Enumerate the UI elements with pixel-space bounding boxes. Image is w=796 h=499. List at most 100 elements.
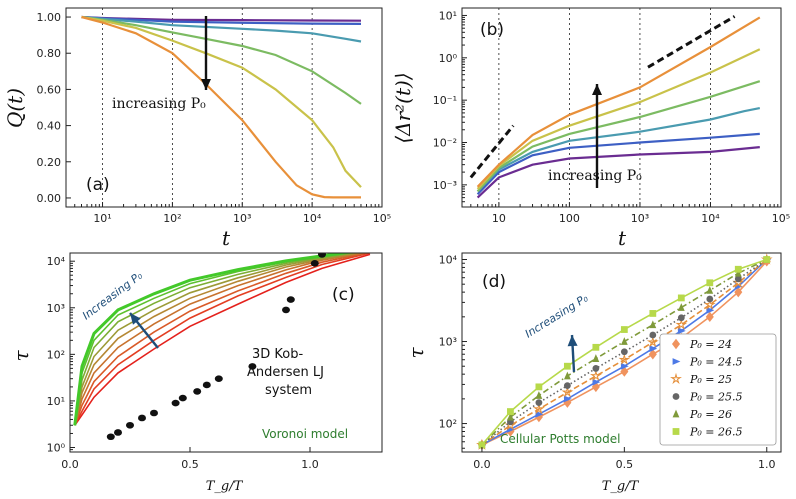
series-0-marker xyxy=(734,286,743,298)
y-axis-label: Q(t) xyxy=(3,88,27,128)
increasing-arrow xyxy=(592,84,602,188)
series-5-marker xyxy=(734,265,742,273)
annotation-text: increasing P₀ xyxy=(112,96,206,112)
series-3-marker xyxy=(620,348,628,356)
legend-label-4: P₀ = 26 xyxy=(689,408,732,421)
series-group xyxy=(476,253,773,451)
series-1-marker xyxy=(592,378,601,386)
x-axis-label: t xyxy=(222,226,231,250)
y-axis-label: ⟨Δr²(t)⟩ xyxy=(391,72,415,143)
series-4-marker xyxy=(734,268,742,277)
series-5-marker xyxy=(677,294,685,302)
series-line-2 xyxy=(481,258,768,446)
legend-label-2: P₀ = 25 xyxy=(689,373,732,386)
y-tick-label: 10⁻¹ xyxy=(433,94,457,107)
kob-point xyxy=(286,296,295,303)
x-tick-label: 10⁵ xyxy=(772,212,790,225)
slope-guide-1 xyxy=(647,15,736,69)
y-tick-label: 10³ xyxy=(439,336,457,349)
x-tick-label: 1.0 xyxy=(758,458,776,471)
series-2-marker xyxy=(703,298,716,310)
kob-point xyxy=(214,375,223,382)
y-tick-label: 0.00 xyxy=(37,192,62,205)
y-tick-label: 10⁰ xyxy=(439,52,458,65)
series-line-5 xyxy=(81,15,361,199)
increasing-arrow xyxy=(129,312,159,349)
x-tick-label: 10⁵ xyxy=(373,212,391,225)
series-line-6 xyxy=(74,253,356,426)
kob-point xyxy=(178,394,187,402)
series-4-marker xyxy=(535,391,543,399)
series-4-marker xyxy=(706,285,714,294)
series-2-marker xyxy=(532,402,545,415)
series-line-0 xyxy=(476,146,760,199)
x-tick-label: 10³ xyxy=(233,212,251,225)
plot-frame xyxy=(69,252,383,453)
model-label: Voronoi model xyxy=(262,427,348,441)
panel-label: (a) xyxy=(86,175,110,195)
model-label: Cellular Potts model xyxy=(500,432,620,446)
kob-label-line2: Andersen LJ xyxy=(247,365,324,380)
series-3-marker xyxy=(649,331,657,339)
series-5-marker xyxy=(507,408,514,415)
x-axis-label: t xyxy=(618,226,627,250)
x-tick-label: 0.5 xyxy=(181,458,199,471)
series-3-marker xyxy=(677,314,685,322)
series-3-marker xyxy=(535,399,543,407)
y-tick-label: 10¹ xyxy=(439,9,457,22)
series-3-marker xyxy=(734,275,742,283)
series-1-marker xyxy=(563,395,572,403)
x-tick-label: 10⁴ xyxy=(701,212,720,225)
x-axis-label: T_g/T xyxy=(206,479,244,494)
increasing-arrow xyxy=(567,334,578,373)
y-tick-label: 10⁴ xyxy=(47,255,66,268)
series-0-marker xyxy=(705,311,714,323)
x-tick-label: 100 xyxy=(559,212,580,225)
series-2-marker xyxy=(618,353,631,365)
series-line-3 xyxy=(81,15,362,105)
y-tick-label: 10⁻² xyxy=(433,137,457,150)
increasing-arrow-head xyxy=(130,313,141,325)
series-line-8 xyxy=(73,253,355,426)
series-5-marker xyxy=(478,441,486,449)
series-group xyxy=(73,253,371,441)
series-4-marker xyxy=(649,320,657,329)
kob-point xyxy=(282,306,290,314)
series-3-marker xyxy=(563,382,571,390)
series-4-marker xyxy=(563,371,571,380)
legend-marker-3 xyxy=(672,393,680,400)
series-1-marker xyxy=(677,327,686,335)
legend-marker-4 xyxy=(672,409,680,418)
series-line-1 xyxy=(476,132,760,196)
panel-label: (c) xyxy=(332,285,355,305)
series-5-marker xyxy=(649,310,657,317)
series-3-marker xyxy=(592,365,600,372)
series-0-marker xyxy=(648,349,657,360)
series-line-5 xyxy=(74,253,360,426)
series-line-3 xyxy=(476,80,761,193)
y-tick-label: 10⁻³ xyxy=(433,179,457,192)
panel-a: 10¹ 10² 10³ 10⁴ 10⁵ 0.00 0.20 0.40 0.60 0.80 1.00 i… xyxy=(3,7,391,250)
y-tick-label: 10⁰ xyxy=(47,441,66,454)
series-line-2 xyxy=(74,253,371,426)
series-line-4 xyxy=(81,15,362,188)
series-4-marker xyxy=(592,354,600,362)
y-tick-label: 10¹ xyxy=(47,395,65,408)
series-5-marker xyxy=(763,256,771,263)
kob-point xyxy=(171,399,180,407)
panel-d: 0.0 0.5 1.0 10² 10³ 10⁴ Increasing P₀ (d) Cellul… xyxy=(404,252,782,494)
series-2-marker xyxy=(732,276,745,288)
series-line-4 xyxy=(74,253,364,426)
series-4-marker xyxy=(620,337,628,345)
series-5-marker xyxy=(563,362,571,370)
y-tick-label: 0.40 xyxy=(37,120,62,133)
series-5-marker xyxy=(535,383,543,391)
x-tick-label: 10 xyxy=(492,212,506,225)
legend: P₀ = 24 P₀ = 24.5 P₀ = 25 P₀ = 25.5 P₀ = 26 P… xyxy=(659,333,777,446)
panel-label: (d) xyxy=(482,272,506,292)
annotation-text: increasing P₀ xyxy=(548,168,642,184)
series-1-marker xyxy=(706,306,715,314)
y-tick-label: 0.60 xyxy=(37,83,62,96)
